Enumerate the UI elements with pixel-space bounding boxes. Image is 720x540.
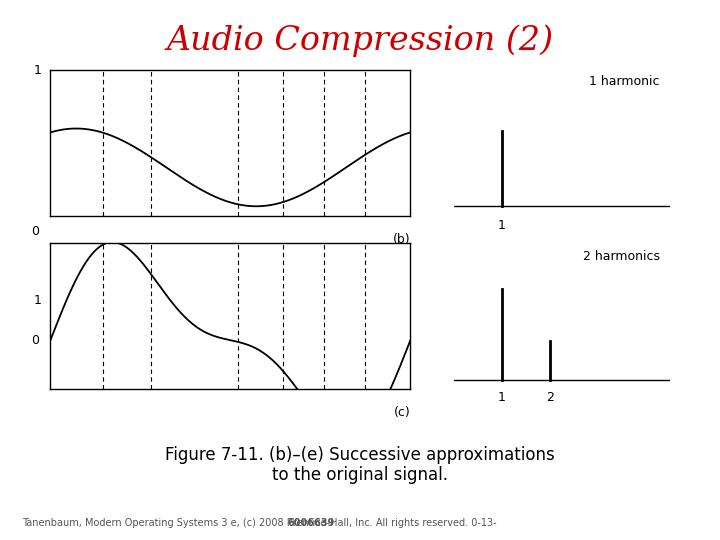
Text: 1: 1 (498, 390, 505, 403)
Text: (b): (b) (393, 233, 410, 246)
Text: 1: 1 (34, 294, 42, 307)
Text: 6006639: 6006639 (287, 518, 334, 528)
Text: Tanenbaum, Modern Operating Systems 3 e, (c) 2008 Prentice-Hall, Inc. All rights: Tanenbaum, Modern Operating Systems 3 e,… (22, 518, 496, 528)
Text: 1: 1 (34, 64, 42, 77)
Text: 0: 0 (32, 334, 40, 347)
Text: 1 harmonic: 1 harmonic (590, 76, 660, 89)
Text: 2 harmonics: 2 harmonics (583, 250, 660, 264)
Text: Audio Compression (2): Audio Compression (2) (166, 24, 554, 57)
Text: Figure 7-11. (b)–(e) Successive approximations
to the original signal.: Figure 7-11. (b)–(e) Successive approxim… (165, 446, 555, 484)
Text: 0: 0 (32, 225, 40, 238)
Text: (c): (c) (394, 406, 410, 419)
Text: 1: 1 (498, 219, 505, 232)
Text: 2: 2 (546, 390, 554, 403)
